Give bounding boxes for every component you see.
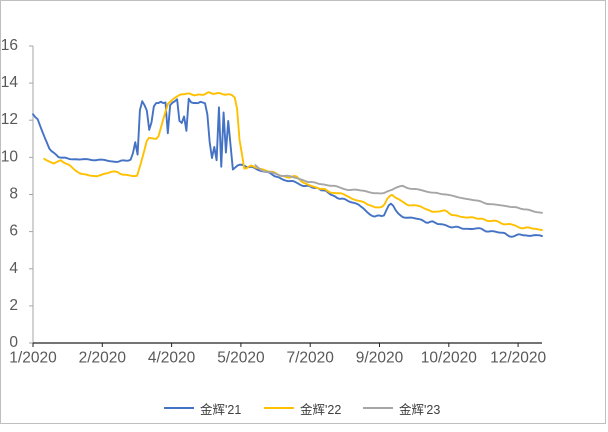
svg-text:10: 10 xyxy=(1,148,18,165)
svg-text:14: 14 xyxy=(1,74,18,91)
svg-text:12/2020: 12/2020 xyxy=(490,350,546,367)
svg-text:2/2020: 2/2020 xyxy=(79,350,127,367)
svg-text:6: 6 xyxy=(9,223,18,240)
svg-text:16: 16 xyxy=(1,37,18,54)
svg-text:12: 12 xyxy=(1,111,18,128)
svg-text:5/2020: 5/2020 xyxy=(217,350,265,367)
svg-text:4: 4 xyxy=(9,260,18,277)
svg-text:2: 2 xyxy=(9,297,18,314)
svg-text:1/2020: 1/2020 xyxy=(9,350,57,367)
svg-text:0: 0 xyxy=(9,334,18,351)
svg-text:8: 8 xyxy=(9,186,18,203)
svg-text:10/2020: 10/2020 xyxy=(421,350,477,367)
svg-text:4/2020: 4/2020 xyxy=(148,350,196,367)
svg-text:9/2020: 9/2020 xyxy=(356,350,404,367)
svg-text:7/2020: 7/2020 xyxy=(286,350,334,367)
